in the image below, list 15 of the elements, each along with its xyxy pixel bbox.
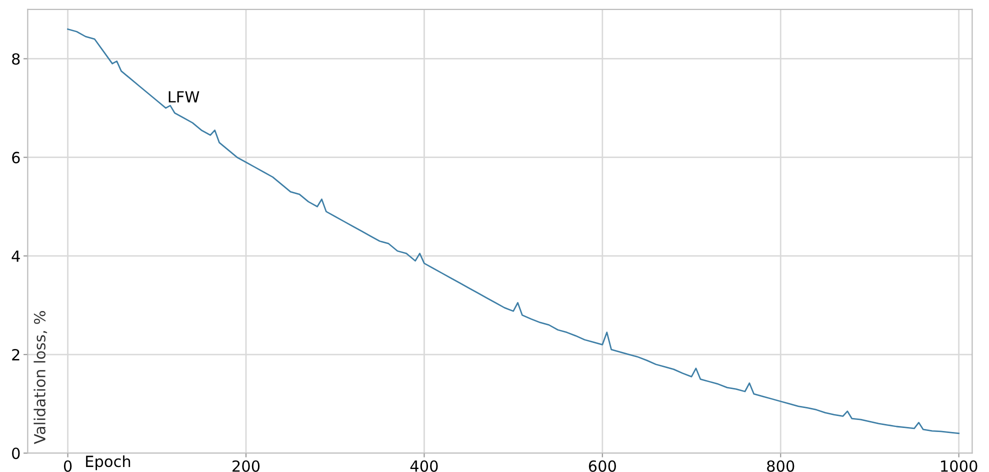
x-tick-label: 1000 <box>941 460 978 472</box>
x-tick-label: 0 <box>64 460 72 472</box>
x-tick-label: 400 <box>410 460 438 472</box>
y-tick-label: 2 <box>12 348 20 360</box>
x-tick-label: 600 <box>588 460 616 472</box>
y-tick-label: 4 <box>12 250 20 262</box>
y-tick-label: 8 <box>12 53 20 65</box>
annotation: LFW <box>168 91 200 102</box>
x-tick-label: 800 <box>767 460 794 472</box>
y-axis-title: Validation loss, % <box>34 311 48 444</box>
x-tick-label: 200 <box>232 460 260 472</box>
line-series <box>67 28 960 434</box>
x-axis-title: Epoch <box>86 455 130 470</box>
y-tick-label: 6 <box>12 152 20 164</box>
y-tick-label: 0 <box>12 448 20 460</box>
